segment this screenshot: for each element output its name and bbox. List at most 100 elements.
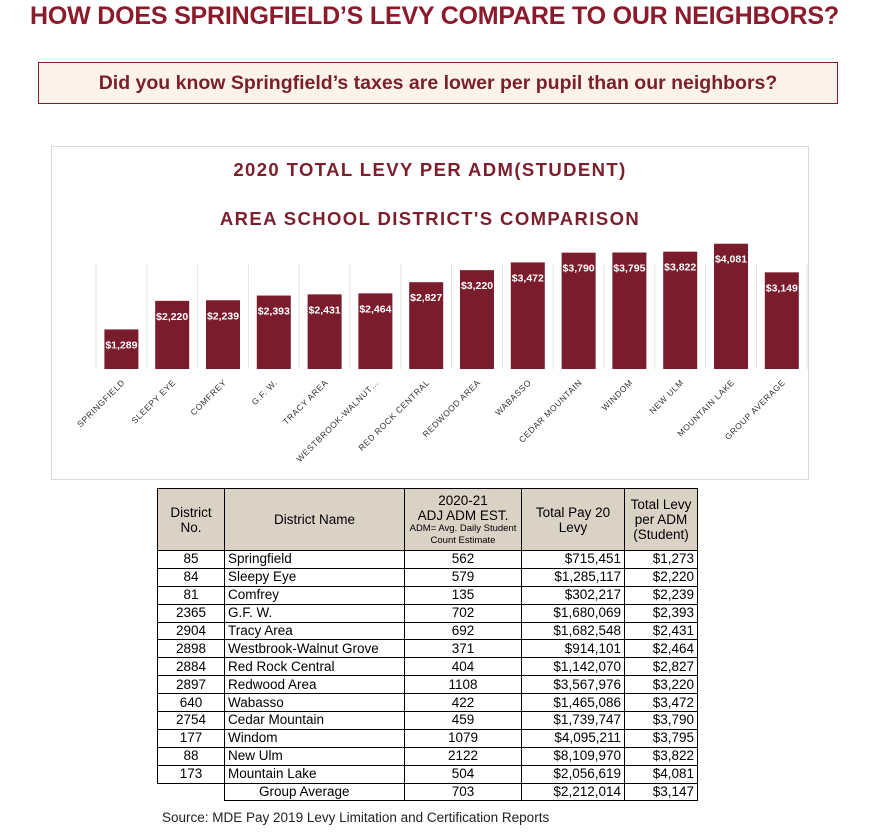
source-note: Source: MDE Pay 2019 Levy Limitation and… xyxy=(162,810,550,825)
district-no-cell: 84 xyxy=(157,567,225,587)
bar-data-label: $4,081 xyxy=(715,254,747,266)
bar-data-label: $2,431 xyxy=(309,304,341,316)
total-levy-cell: $2,056,619 xyxy=(521,764,625,784)
bar xyxy=(663,251,698,369)
table-body: 85 Springfield 562 $715,451 $1,273 84 Sleepy E… xyxy=(157,550,698,802)
x-tick-label: SPRINGFIELD xyxy=(75,377,127,429)
adm-cell: 1108 xyxy=(404,675,522,695)
x-tick-label: REDWOOD AREA xyxy=(420,377,482,439)
chart-title: 2020 TOTAL LEVY PER ADM(STUDENT) xyxy=(233,159,627,180)
levy-per-adm-cell: $2,431 xyxy=(624,621,698,641)
levy-per-adm-cell: $1,273 xyxy=(624,550,698,569)
table-row: 2365 G.F. W. 702 $1,680,069 $2,393 xyxy=(157,603,698,623)
levy-per-adm-cell: $3,220 xyxy=(624,675,698,695)
total-levy-cell: $1,680,069 xyxy=(521,603,625,623)
table-row: 2904 Tracy Area 692 $1,682,548 $2,431 xyxy=(157,621,698,641)
district-no-cell: 177 xyxy=(157,728,225,748)
levy-per-adm-cell: $2,393 xyxy=(624,603,698,623)
x-tick-label: WINDOM xyxy=(599,377,634,412)
average-per-adm-cell: $3,147 xyxy=(624,782,698,802)
bar xyxy=(155,300,190,369)
total-levy-cell: $1,682,548 xyxy=(521,621,625,641)
average-blank-cell xyxy=(157,782,225,801)
total-levy-cell: $1,739,747 xyxy=(521,711,625,730)
adm-cell: 371 xyxy=(404,639,522,659)
adm-cell: 1079 xyxy=(404,728,522,748)
bar-data-label: $2,827 xyxy=(410,292,442,304)
adm-cell: 579 xyxy=(404,567,522,587)
average-name-cell: Group Average xyxy=(224,782,405,802)
bar xyxy=(256,295,291,369)
table-row: 88 New Ulm 2122 $8,109,970 $3,822 xyxy=(157,746,698,766)
district-no-cell: 640 xyxy=(157,693,225,713)
district-name-cell: Tracy Area xyxy=(224,621,405,641)
levy-table-wrap: District No. District Name 2020-21 ADJ A… xyxy=(157,488,698,802)
district-name-cell: Red Rock Central xyxy=(224,657,405,677)
district-name-cell: Sleepy Eye xyxy=(224,567,405,587)
bar xyxy=(764,272,799,369)
district-name-cell: New Ulm xyxy=(224,746,405,766)
bar-data-label: $3,149 xyxy=(766,282,798,294)
callout-text: Did you know Springfield’s taxes are low… xyxy=(98,71,778,94)
bar xyxy=(561,252,596,369)
bar-data-label: $2,239 xyxy=(207,310,239,322)
district-no-cell: 2898 xyxy=(157,639,225,659)
x-tick-label: NEW ULM xyxy=(647,377,685,415)
x-tick-label: COMFREY xyxy=(188,377,228,417)
district-no-cell: 85 xyxy=(157,550,225,569)
bar xyxy=(307,294,342,369)
x-tick-label: SLEEPY EYE xyxy=(129,377,177,425)
bar-data-label: $3,795 xyxy=(613,263,645,275)
x-tick-label: WABASSO xyxy=(493,377,533,417)
table-row: 85 Springfield 562 $715,451 $1,273 xyxy=(157,550,698,569)
bar xyxy=(358,293,393,369)
levy-per-adm-cell: $3,795 xyxy=(624,728,698,748)
bar xyxy=(409,282,444,369)
district-name-cell: Wabasso xyxy=(224,693,405,713)
bar xyxy=(206,300,240,369)
total-levy-cell: $1,285,117 xyxy=(521,567,625,587)
table-row: 173 Mountain Lake 504 $2,056,619 $4,081 xyxy=(157,764,698,784)
average-levy-cell: $2,212,014 xyxy=(521,782,625,802)
total-levy-cell: $715,451 xyxy=(521,550,625,569)
table-row: 640 Wabasso 422 $1,465,086 $3,472 xyxy=(157,693,698,713)
table-row: 2884 Red Rock Central 404 $1,142,070 $2,827 xyxy=(157,657,698,677)
total-levy-cell: $1,465,086 xyxy=(521,693,625,713)
table-row: 177 Windom 1079 $4,095,211 $3,795 xyxy=(157,728,698,748)
adm-cell: 2122 xyxy=(404,746,522,766)
bar-data-label: $2,393 xyxy=(258,306,290,318)
bar xyxy=(612,252,647,369)
bar-data-label: $3,472 xyxy=(512,272,544,284)
table-row: 81 Comfrey 135 $302,217 $2,239 xyxy=(157,585,698,605)
adm-cell: 702 xyxy=(404,603,522,623)
district-no-cell: 173 xyxy=(157,764,225,784)
levy-per-adm-cell: $3,790 xyxy=(624,711,698,730)
district-name-cell: Redwood Area xyxy=(224,675,405,695)
x-tick-label: TRACY AREA xyxy=(281,377,330,426)
header-adm-line2: ADJ ADM EST. xyxy=(417,507,509,523)
levy-per-adm-cell: $3,822 xyxy=(624,746,698,766)
average-adm-cell: 703 xyxy=(404,782,522,802)
adm-cell: 459 xyxy=(404,711,522,730)
district-no-cell: 2365 xyxy=(157,603,225,623)
adm-cell: 504 xyxy=(404,764,522,784)
district-name-cell: Windom xyxy=(224,728,405,748)
chart-subtitle: AREA SCHOOL DISTRICT'S COMPARISON xyxy=(219,208,641,229)
bar xyxy=(510,262,545,369)
adm-cell: 135 xyxy=(404,585,522,605)
bar-data-label: $3,822 xyxy=(664,262,696,274)
table-row: 2897 Redwood Area 1108 $3,567,976 $3,220 xyxy=(157,675,698,695)
total-levy-cell: $3,567,976 xyxy=(521,675,625,695)
levy-per-adm-cell: $2,239 xyxy=(624,585,698,605)
total-levy-cell: $8,109,970 xyxy=(521,746,625,766)
total-levy-cell: $1,142,070 xyxy=(521,657,625,677)
bar xyxy=(104,329,139,369)
district-name-cell: G.F. W. xyxy=(224,603,405,623)
page-headline: HOW DOES SPRINGFIELD’S LEVY COMPARE TO O… xyxy=(30,2,839,30)
header-adm-note: ADM= Avg. Daily Student Count Estimate xyxy=(409,522,517,546)
table-row-average: Group Average 703 $2,212,014 $3,147 xyxy=(157,782,698,802)
adm-cell: 562 xyxy=(404,550,522,569)
total-levy-cell: $302,217 xyxy=(521,585,625,605)
levy-chart: 2020 TOTAL LEVY PER ADM(STUDENT) AREA SC… xyxy=(51,146,809,480)
district-no-cell: 88 xyxy=(157,746,225,766)
